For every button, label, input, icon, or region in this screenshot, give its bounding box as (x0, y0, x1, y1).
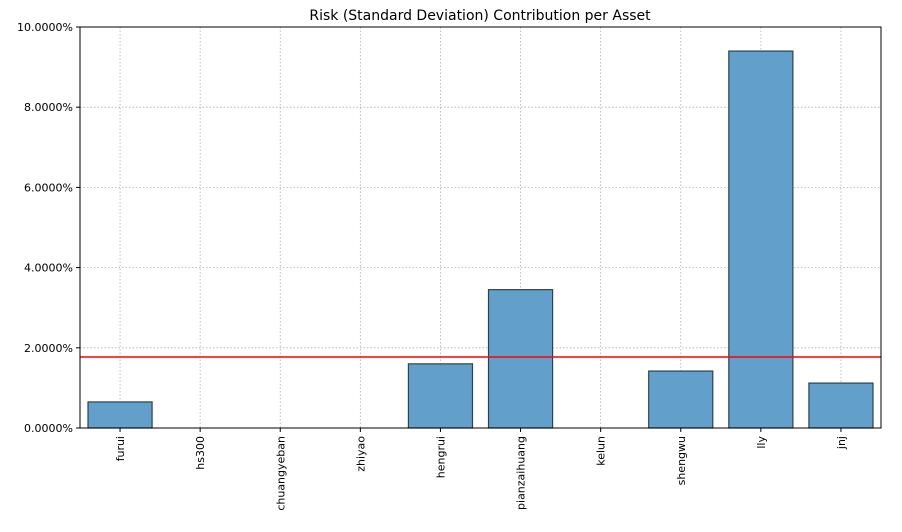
bar-lly (728, 50, 794, 429)
bar-shengwu (648, 370, 714, 429)
x-tick-label: pianzaihuang (515, 436, 528, 510)
x-axis: furui hs300 chuangyeban zhiyao hengrui pianza… (114, 428, 848, 511)
x-tick-label: jnj (835, 436, 848, 450)
plot-frame (79, 26, 882, 429)
bar-hengrui (407, 363, 474, 429)
bars (87, 50, 874, 429)
y-tick-label: 10.0000% (17, 21, 73, 34)
x-tick-label: hs300 (194, 436, 207, 470)
bar-pianzaihuang (487, 289, 554, 429)
bar-jnj (808, 382, 874, 429)
x-tick-label: zhiyao (354, 436, 367, 472)
x-tick-label: hengrui (434, 436, 447, 478)
chart-title: Risk (Standard Deviation) Contribution p… (309, 8, 651, 24)
y-tick-label: 6.0000% (24, 181, 73, 194)
x-tick-label: kelun (595, 436, 608, 466)
y-tick-label: 8.0000% (24, 101, 73, 114)
y-axis: 0.0000% 2.0000% 4.0000% 6.0000% 8.0000% 10.00… (17, 21, 80, 435)
x-tick-label: furui (114, 436, 127, 461)
bar-furui (87, 401, 153, 429)
x-tick-label: chuangyeban (274, 436, 287, 511)
y-tick-label: 0.0000% (24, 422, 73, 435)
y-tick-label: 2.0000% (24, 342, 73, 355)
y-tick-label: 4.0000% (24, 262, 73, 275)
x-tick-label: shengwu (675, 436, 688, 485)
x-tick-label: lly (755, 436, 768, 449)
